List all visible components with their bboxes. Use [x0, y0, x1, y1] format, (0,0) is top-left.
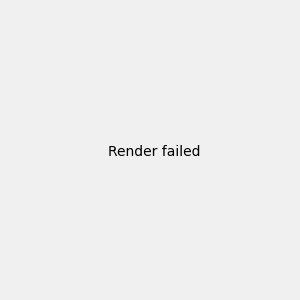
Text: Render failed: Render failed: [107, 145, 200, 158]
